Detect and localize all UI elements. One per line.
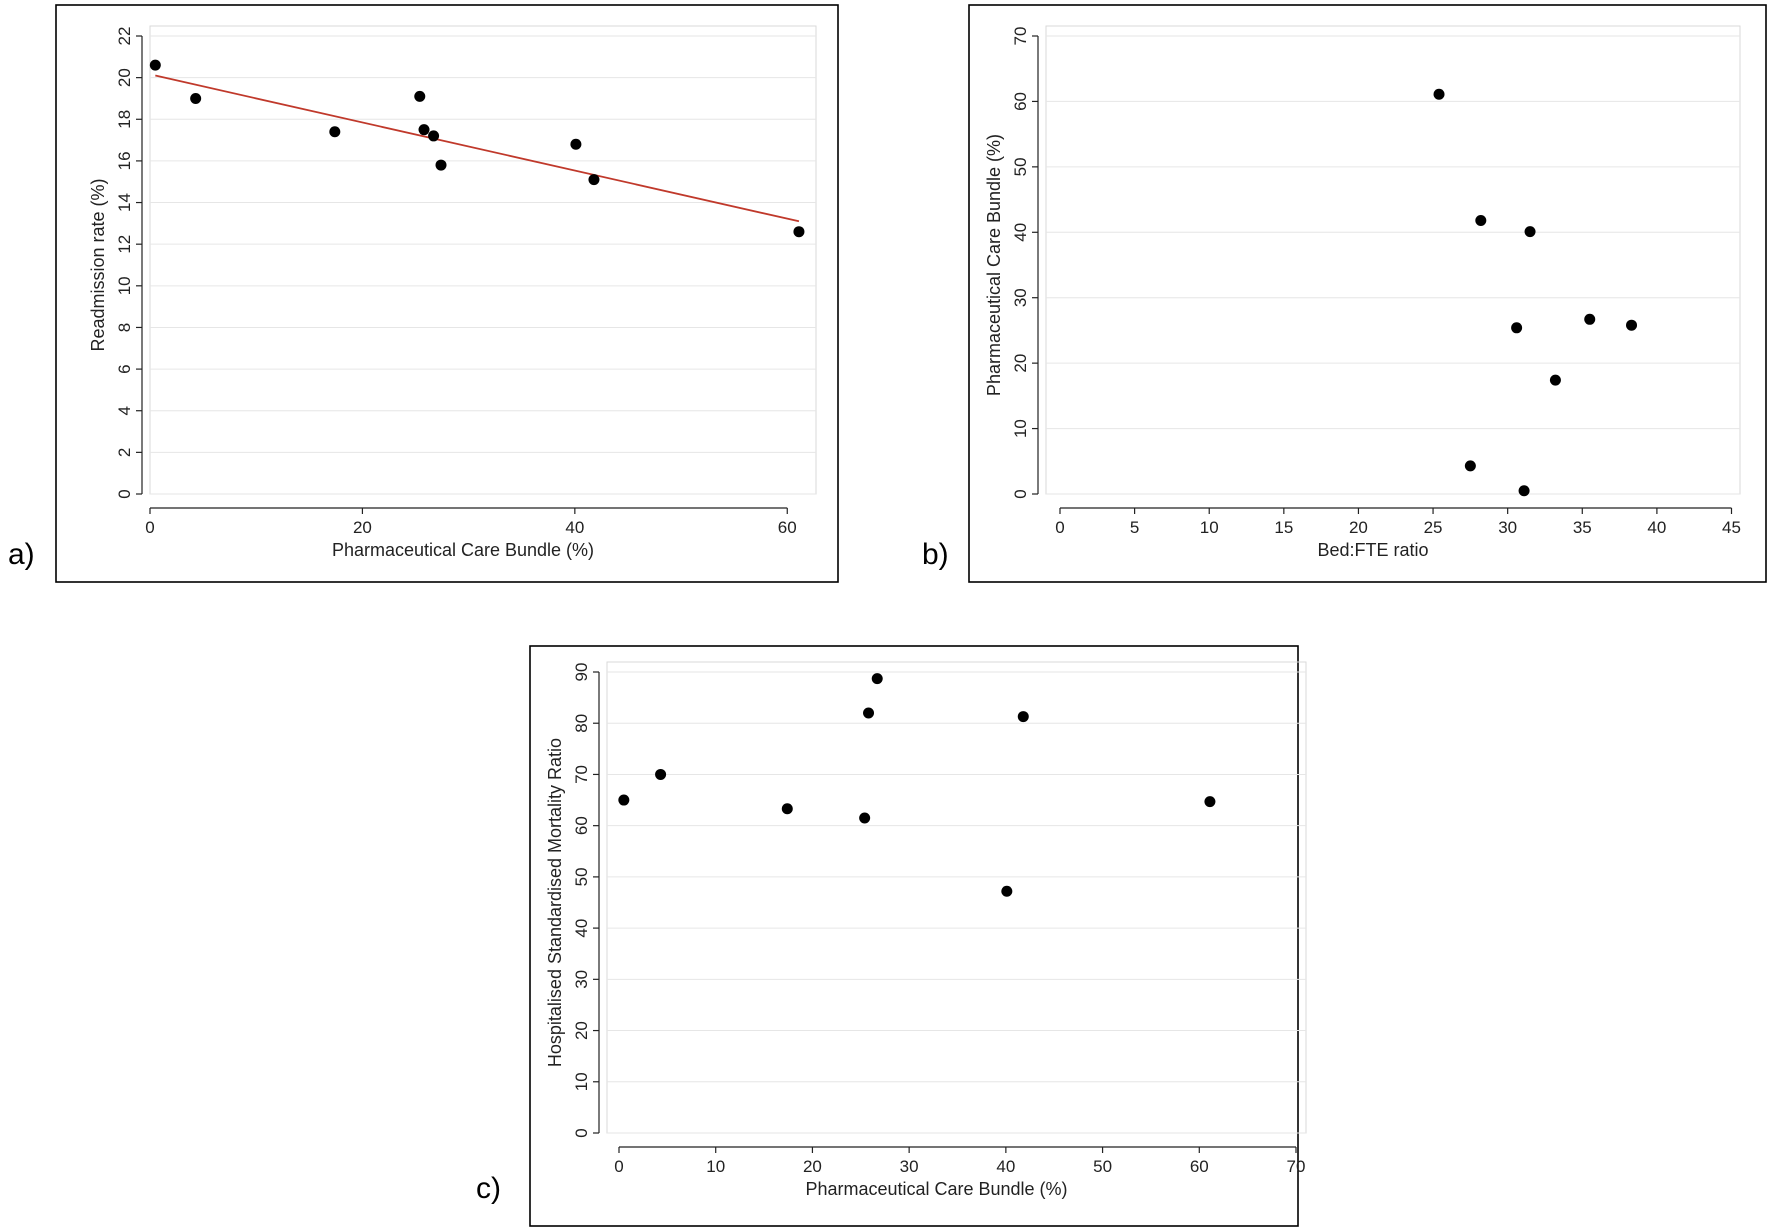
x-tick-label: 30 <box>900 1157 919 1176</box>
data-point <box>1433 88 1445 100</box>
panel-frame <box>968 4 1767 583</box>
x-tick-label: 45 <box>1722 518 1741 537</box>
y-tick-label: 20 <box>115 68 134 87</box>
x-tick-label: 10 <box>706 1157 725 1176</box>
y-axis-title: Pharmaceutical Care Bundle (%) <box>984 134 1004 396</box>
y-tick-label: 30 <box>572 970 591 989</box>
data-point <box>149 59 161 71</box>
x-tick-label: 40 <box>565 518 584 537</box>
y-tick-label: 10 <box>1011 419 1030 438</box>
data-point <box>655 768 667 780</box>
x-tick-label: 0 <box>1055 518 1064 537</box>
fit-line <box>155 74 800 223</box>
data-point <box>418 124 430 136</box>
y-tick-label: 40 <box>572 919 591 938</box>
y-tick-label: 60 <box>572 816 591 835</box>
x-tick-label: 40 <box>1647 518 1666 537</box>
x-tick-label: 30 <box>1498 518 1517 537</box>
panel-label-a: a) <box>8 538 35 571</box>
data-point <box>859 812 871 824</box>
data-point <box>1017 711 1029 723</box>
data-point <box>1518 485 1530 497</box>
data-point <box>1511 322 1523 334</box>
chart-panel-a: 0 2 4 6 8 10 12 14 16 18 20 22 0 20 40 60 Pharmaceutical… <box>55 4 839 583</box>
y-tick-label: 40 <box>1011 223 1030 242</box>
x-tick-label: 20 <box>353 518 372 537</box>
y-tick-label: 16 <box>115 151 134 170</box>
y-tick-label: 70 <box>1011 27 1030 46</box>
y-tick-label: 14 <box>115 193 134 212</box>
y-axis-title: Readmission rate (%) <box>88 178 108 351</box>
y-tick-label: 60 <box>1011 92 1030 111</box>
y-tick-label: 80 <box>572 714 591 733</box>
y-tick-label: 70 <box>572 765 591 784</box>
data-point <box>1001 885 1013 897</box>
data-point <box>1204 796 1216 808</box>
y-tick-label: 6 <box>115 364 134 373</box>
x-tick-label: 5 <box>1130 518 1139 537</box>
panel-frame <box>529 645 1299 1227</box>
x-tick-label: 50 <box>1093 1157 1112 1176</box>
x-tick-label: 25 <box>1424 518 1443 537</box>
y-tick-label: 50 <box>572 867 591 886</box>
panel-frame <box>55 4 839 583</box>
y-tick-label: 2 <box>115 448 134 457</box>
panel-label-c: c) <box>476 1172 501 1205</box>
x-tick-label: 35 <box>1573 518 1592 537</box>
y-tick-label: 22 <box>115 27 134 46</box>
y-tick-label: 4 <box>115 406 134 415</box>
y-tick-label: 0 <box>1011 489 1030 498</box>
x-axis-title: Pharmaceutical Care Bundle (%) <box>805 1179 1067 1199</box>
data-point <box>570 138 582 150</box>
x-tick-label: 15 <box>1274 518 1293 537</box>
x-tick-label: 40 <box>996 1157 1015 1176</box>
plot-area <box>1045 25 1741 495</box>
x-tick-label: 60 <box>1190 1157 1209 1176</box>
y-tick-label: 0 <box>115 489 134 498</box>
data-point <box>1626 319 1638 331</box>
y-axis-title: Hospitalised Standardised Mortality Rati… <box>545 738 565 1067</box>
data-point <box>414 90 426 102</box>
plot-area <box>606 661 1307 1134</box>
x-tick-label: 20 <box>803 1157 822 1176</box>
data-point <box>588 174 600 186</box>
data-point <box>793 226 805 238</box>
data-point <box>329 126 341 138</box>
y-tick-label: 8 <box>115 323 134 332</box>
y-tick-label: 18 <box>115 110 134 129</box>
data-point <box>1524 226 1536 238</box>
y-tick-label: 90 <box>572 663 591 682</box>
x-tick-label: 70 <box>1287 1157 1306 1176</box>
chart-panel-b: 0 10 20 30 40 50 60 70 0 5 10 15 20 25 30 35 40 45 Bed:FTE… <box>968 4 1767 583</box>
data-point <box>1549 374 1561 386</box>
x-tick-label: 20 <box>1349 518 1368 537</box>
y-tick-label: 0 <box>572 1128 591 1137</box>
y-tick-label: 10 <box>115 276 134 295</box>
x-tick-label: 10 <box>1200 518 1219 537</box>
x-axis-title: Pharmaceutical Care Bundle (%) <box>332 540 594 560</box>
x-axis-title: Bed:FTE ratio <box>1317 540 1428 560</box>
data-point <box>1475 215 1487 227</box>
y-tick-label: 30 <box>1011 288 1030 307</box>
data-point <box>618 794 630 806</box>
data-point <box>1464 460 1476 472</box>
x-tick-label: 0 <box>145 518 154 537</box>
y-tick-label: 50 <box>1011 157 1030 176</box>
data-point <box>1584 313 1596 325</box>
data-point <box>781 803 793 815</box>
y-tick-label: 20 <box>572 1021 591 1040</box>
x-tick-label: 0 <box>614 1157 623 1176</box>
data-point <box>435 159 447 171</box>
data-point <box>863 707 875 719</box>
y-tick-label: 12 <box>115 235 134 254</box>
y-tick-label: 10 <box>572 1072 591 1091</box>
data-point <box>871 673 883 685</box>
chart-panel-c: 0 10 20 30 40 50 60 70 80 90 0 10 20 30 40 50 60 70 Pharma… <box>529 645 1307 1227</box>
data-point <box>190 92 202 104</box>
panel-label-b: b) <box>922 538 949 571</box>
y-tick-label: 20 <box>1011 354 1030 373</box>
data-point <box>428 130 440 142</box>
x-tick-label: 60 <box>778 518 797 537</box>
